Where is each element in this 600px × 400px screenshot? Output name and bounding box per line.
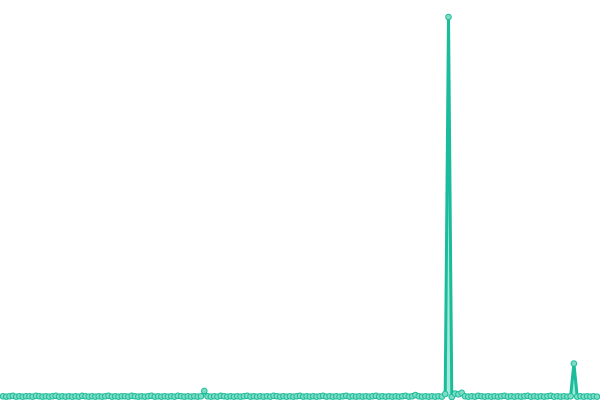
data-point: [445, 13, 452, 21]
data-point: [201, 387, 208, 395]
series-area: [3, 17, 597, 397]
data-point: [567, 392, 574, 400]
series-line: [2, 15, 598, 399]
data-point: [441, 390, 449, 398]
data-point: [593, 393, 600, 400]
series-markers: [0, 13, 600, 400]
data-point: [570, 360, 578, 367]
data-point: [197, 392, 205, 400]
